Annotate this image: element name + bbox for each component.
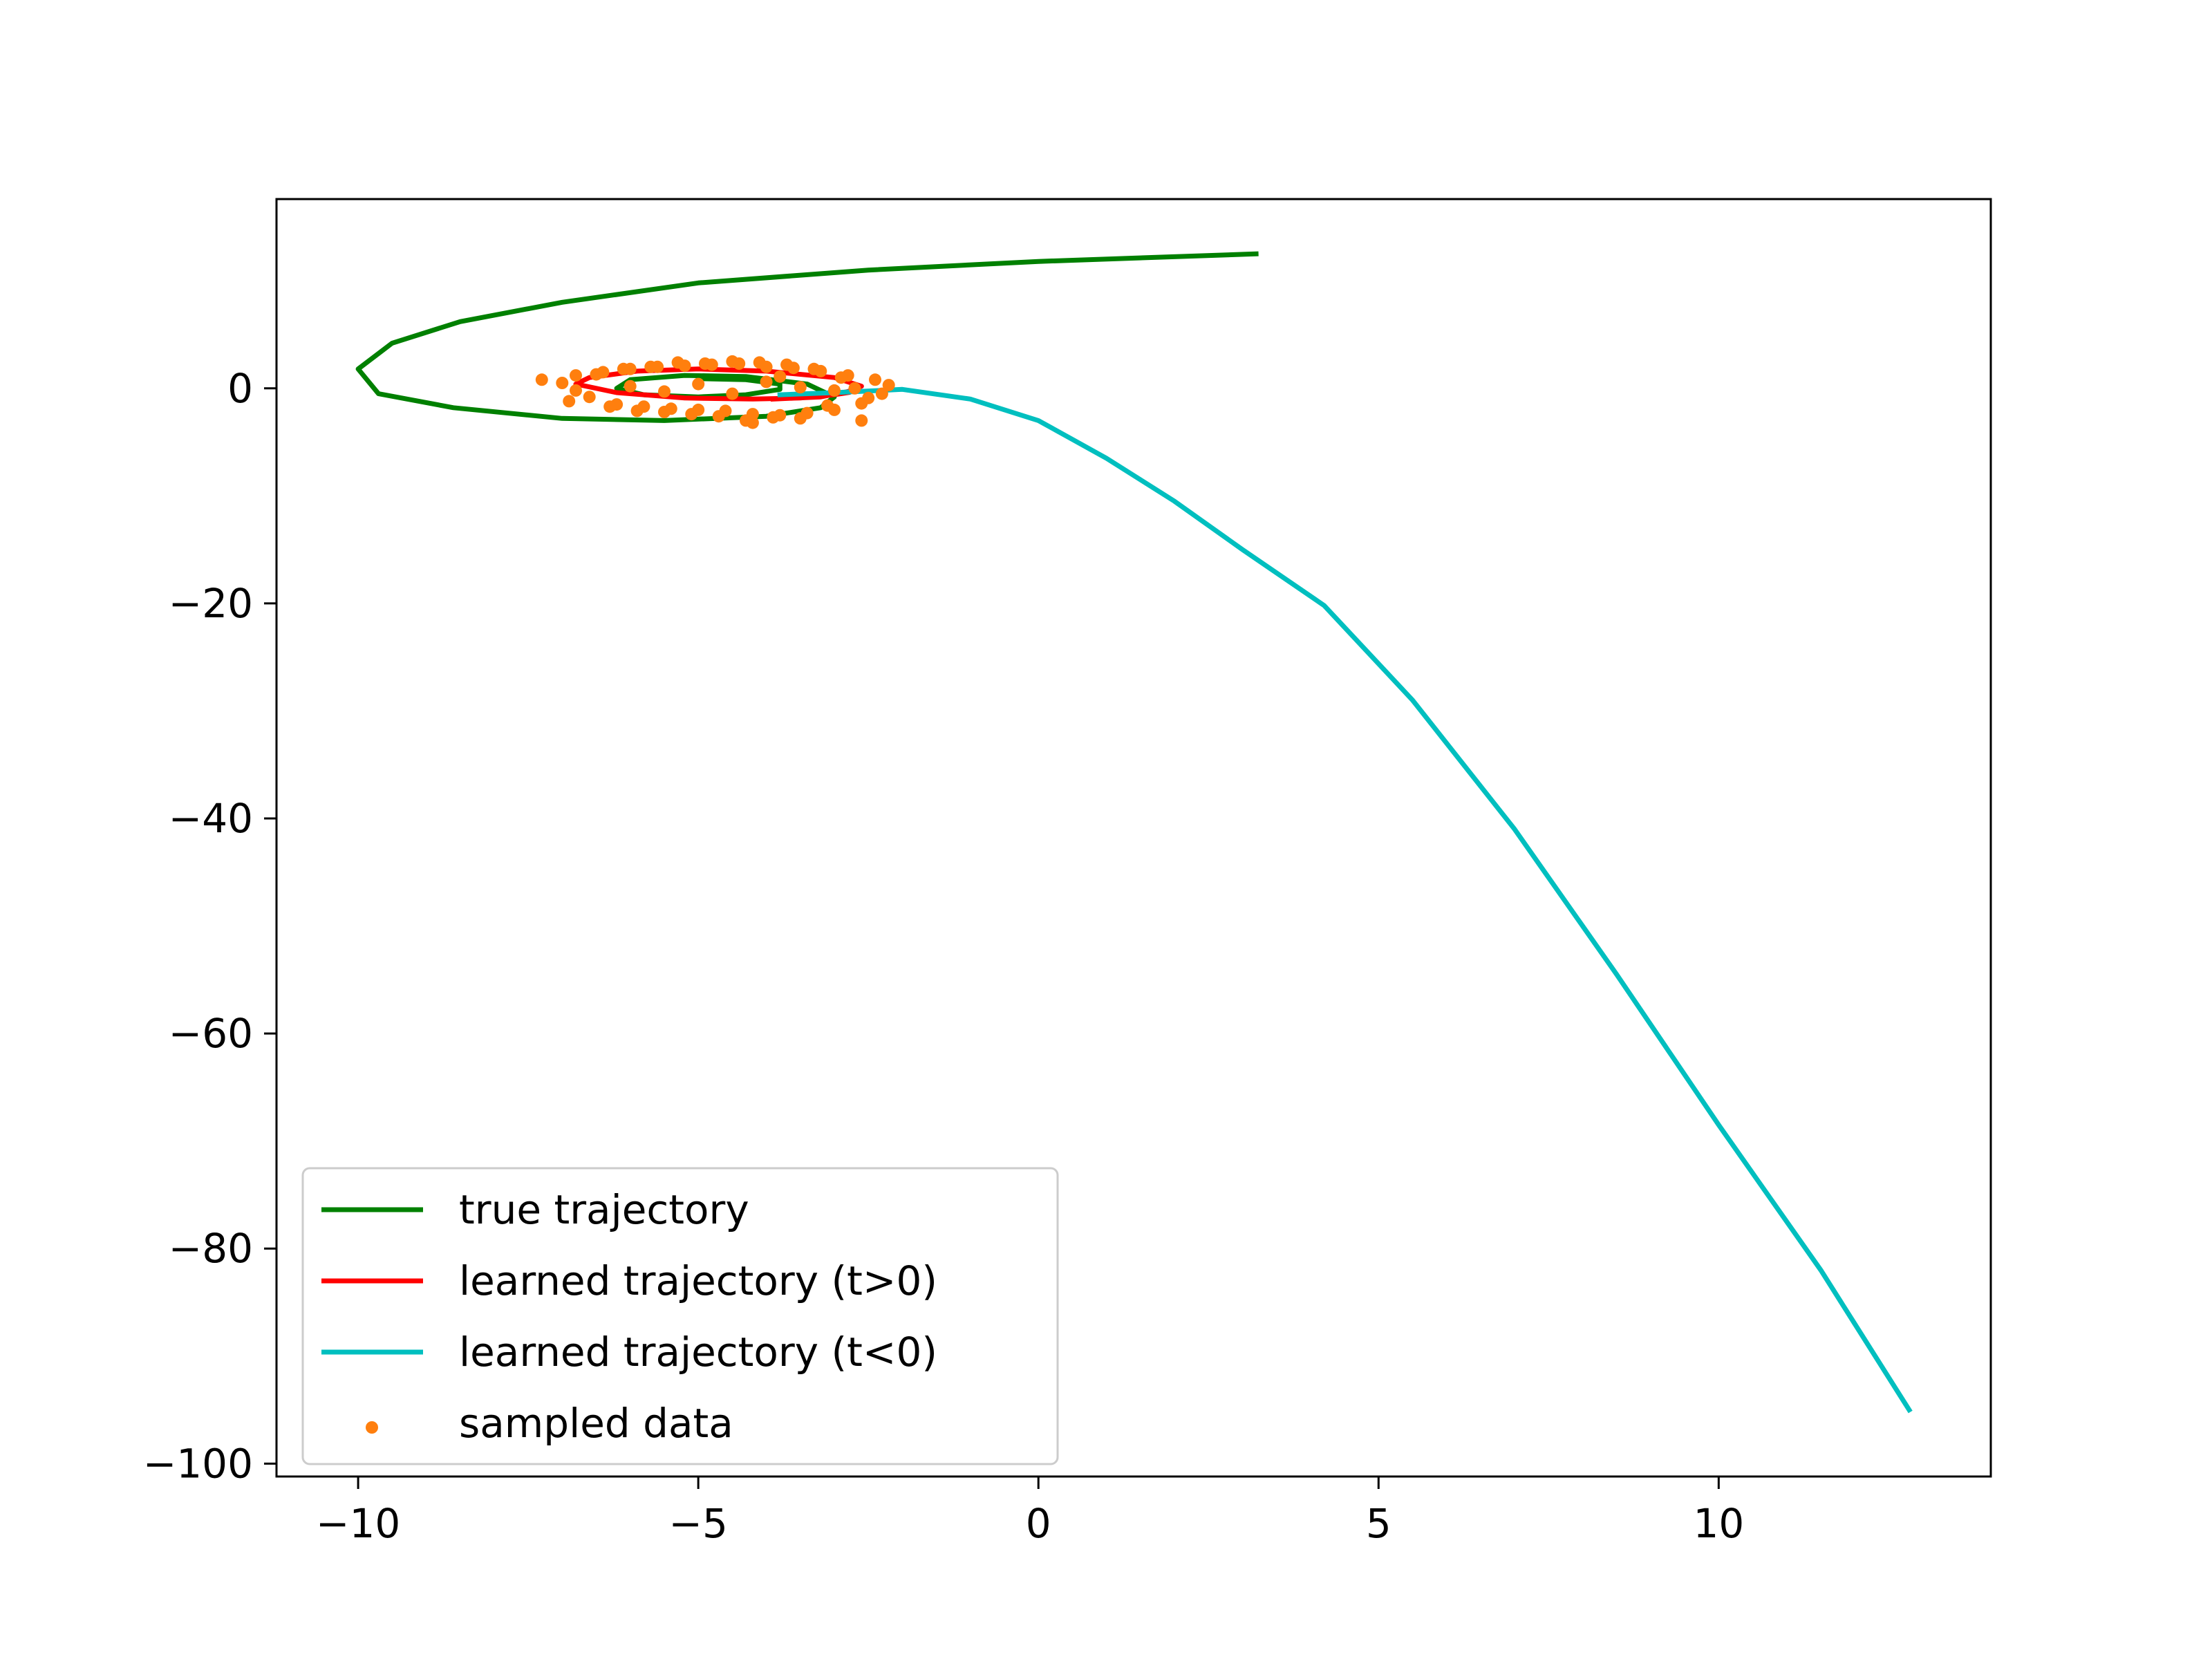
legend-label: learned trajectory (t<0) (459, 1329, 937, 1376)
data-point (583, 391, 596, 404)
data-point (603, 400, 617, 413)
data-point (780, 358, 794, 371)
x-tick-label: 10 (1693, 1500, 1744, 1547)
data-point (556, 377, 569, 389)
data-point (882, 379, 895, 392)
legend-label: sampled data (459, 1400, 733, 1447)
data-point (726, 387, 739, 400)
data-point (658, 406, 671, 418)
x-axis-ticks: −10 −5 0 5 10 (316, 1477, 1744, 1547)
legend-label: learned trajectory (t>0) (459, 1257, 937, 1304)
data-point (712, 410, 725, 423)
data-point (774, 370, 787, 383)
data-point (535, 373, 548, 386)
data-point (726, 355, 739, 368)
axes-frame (275, 198, 1992, 1478)
data-point (699, 357, 711, 370)
data-point (590, 368, 603, 381)
data-point (807, 362, 821, 375)
data-point (644, 360, 657, 373)
data-point (760, 375, 773, 388)
x-tick-label: −5 (668, 1500, 728, 1547)
y-tick-label: −100 (143, 1440, 253, 1487)
data-point (767, 411, 780, 424)
y-tick-label: −60 (169, 1010, 253, 1057)
legend-marker-handle (366, 1421, 378, 1434)
data-point (848, 382, 861, 395)
data-point (685, 408, 698, 421)
data-point (570, 369, 582, 382)
data-point (753, 356, 766, 369)
legend: true trajectory learned trajectory (t>0) l… (301, 1167, 1059, 1465)
data-point (862, 391, 875, 404)
data-point (794, 381, 807, 394)
data-point (875, 387, 888, 400)
data-point (869, 373, 881, 386)
x-tick-label: −10 (316, 1500, 400, 1547)
data-point (834, 371, 847, 384)
data-point (630, 404, 644, 418)
series-line-learned-trajectory-t-0 (777, 386, 1913, 1414)
data-point (828, 384, 841, 397)
data-point (692, 377, 705, 391)
data-point (624, 379, 637, 393)
data-point (855, 414, 868, 427)
y-tick-label: −40 (169, 795, 253, 842)
legend-label: true trajectory (459, 1186, 749, 1233)
data-point (821, 399, 834, 412)
data-point (746, 416, 759, 429)
legend-box (301, 1167, 1059, 1465)
plot-area (355, 251, 1913, 1414)
y-axis-ticks: 0 −20 −40 −60 −80 −100 (143, 365, 276, 1487)
y-tick-label: 0 (227, 365, 253, 412)
data-point (563, 395, 576, 408)
data-point (570, 384, 582, 397)
data-point (671, 356, 684, 369)
data-point (794, 412, 807, 425)
x-tick-label: 0 (1026, 1500, 1051, 1547)
data-point (658, 385, 671, 398)
y-tick-label: −80 (169, 1225, 253, 1272)
x-tick-label: 5 (1366, 1500, 1391, 1547)
y-tick-label: −20 (169, 580, 253, 627)
data-point (617, 362, 630, 375)
series-points-sampled-data (535, 355, 895, 429)
